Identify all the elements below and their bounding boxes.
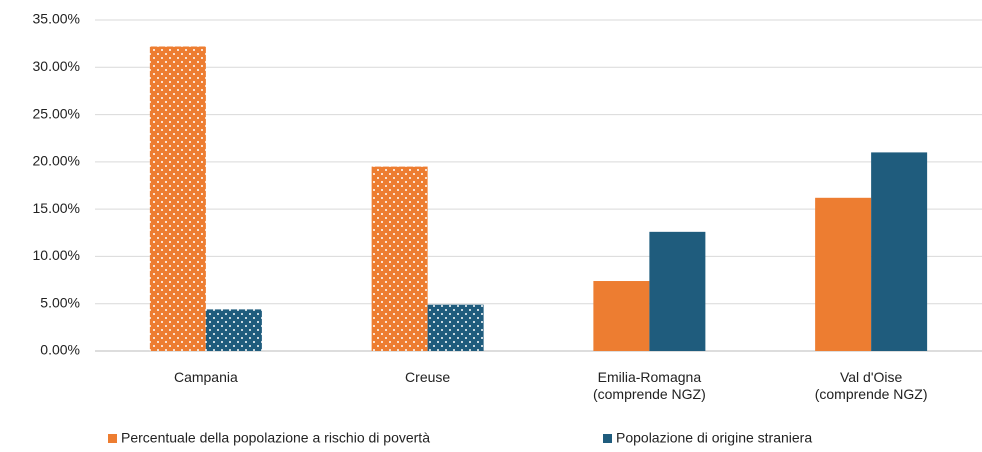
y-tick-label: 35.00% bbox=[33, 11, 80, 27]
bar bbox=[815, 197, 872, 351]
bar bbox=[205, 309, 262, 351]
bar bbox=[427, 304, 484, 351]
bar bbox=[593, 281, 650, 351]
x-tick-label: Val d'Oise (comprende NGZ) bbox=[814, 369, 928, 402]
y-tick-label: 20.00% bbox=[33, 153, 80, 169]
y-tick-label: 0.00% bbox=[40, 342, 80, 358]
y-tick-label: 5.00% bbox=[40, 294, 80, 310]
legend-label: Percentuale della popolazione a rischio … bbox=[121, 430, 430, 446]
bar bbox=[649, 231, 706, 351]
y-tick-label: 30.00% bbox=[33, 58, 80, 74]
y-tick-label: 25.00% bbox=[33, 105, 80, 121]
x-tick-label: Campania bbox=[173, 369, 238, 385]
x-tick-label: Creuse bbox=[405, 369, 451, 385]
legend-swatch bbox=[603, 434, 612, 443]
y-tick-label: 15.00% bbox=[33, 200, 80, 216]
y-tick-label: 10.00% bbox=[33, 247, 80, 263]
bar bbox=[871, 152, 928, 351]
legend-label: Popolazione di origine straniera bbox=[616, 430, 812, 446]
legend-swatch bbox=[108, 434, 117, 443]
bar bbox=[371, 166, 428, 351]
x-tick-label: Emilia-Romagna (comprende NGZ) bbox=[592, 369, 706, 402]
bar bbox=[149, 46, 206, 351]
